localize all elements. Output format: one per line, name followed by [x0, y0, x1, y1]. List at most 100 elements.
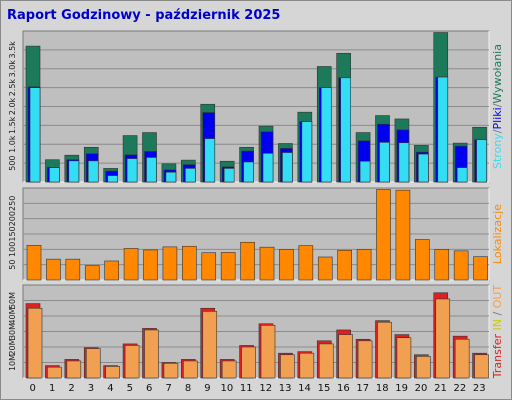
- bar-lokalizacje: [356, 249, 372, 281]
- bar-lokalizacje: [240, 241, 255, 281]
- y-tick-label: 3.0k: [8, 60, 17, 78]
- chart-title: Raport Godzinowy - październik 2025: [7, 8, 280, 23]
- x-tick-label: 21: [434, 383, 447, 394]
- y-axis-label: Lokalizacje: [491, 204, 504, 264]
- bar-strony: [146, 157, 157, 183]
- y-axis-label-part: OUT: [491, 285, 504, 309]
- bar-lokalizacje: [434, 249, 450, 281]
- y-axis-label: Transfer IN / OUT: [491, 285, 504, 380]
- bar-lokalizacje: [259, 246, 275, 281]
- bar-strony: [68, 160, 80, 183]
- y-tick-label: 500: [8, 155, 17, 170]
- bar-strony: [282, 152, 293, 183]
- bar-strony: [49, 167, 60, 183]
- x-tick-label: 20: [415, 383, 428, 394]
- bar-lokalizacje: [26, 245, 42, 281]
- bar-strony: [437, 76, 449, 183]
- bar-strony: [418, 153, 429, 183]
- y-axis-label-part: IN: [491, 319, 504, 330]
- x-tick-label: 0: [30, 383, 36, 394]
- bar-lokalizacje: [453, 250, 469, 281]
- bar-strony: [107, 175, 118, 183]
- bar-out: [183, 360, 198, 379]
- y-tick-label: 250: [8, 196, 17, 211]
- y-tick-label: 40M: [8, 307, 17, 324]
- bar-out: [299, 352, 315, 379]
- bar-out: [47, 366, 62, 379]
- bar-out: [377, 321, 392, 379]
- bar-out: [454, 338, 470, 379]
- bar-out: [144, 329, 159, 379]
- bar-out: [260, 324, 276, 379]
- bar-strony: [340, 77, 351, 183]
- y-axis-label-part: /: [491, 129, 504, 133]
- bar-lokalizacje: [395, 189, 411, 281]
- y-axis-label-part: Lokalizacje: [491, 204, 504, 264]
- y-axis-label-part: Transfer: [491, 333, 504, 379]
- bar-strony: [87, 160, 99, 183]
- bar-lokalizacje: [220, 252, 236, 281]
- x-tick-label: 23: [473, 383, 486, 394]
- x-tick-label: 12: [259, 383, 272, 394]
- bar-lokalizacje: [473, 256, 488, 281]
- y-tick-label: 50M: [8, 292, 17, 309]
- bar-out: [66, 360, 82, 379]
- bar-strony: [29, 87, 41, 183]
- bar-strony: [126, 158, 138, 183]
- bar-lokalizacje: [123, 248, 139, 281]
- bar-strony: [359, 160, 371, 183]
- bar-lokalizacje: [317, 256, 333, 281]
- bar-strony: [398, 142, 410, 183]
- y-tick-label: 10M: [8, 354, 17, 371]
- y-axis-label-part: Strony: [491, 133, 504, 169]
- y-axis-label-part: Wywołania: [491, 44, 504, 104]
- bar-lokalizacje: [65, 258, 81, 281]
- bar-out: [241, 346, 256, 379]
- bar-lokalizacje: [298, 245, 314, 281]
- bar-strony: [301, 121, 313, 183]
- bar-lokalizacje: [182, 245, 197, 281]
- y-tick-label: 100: [8, 242, 17, 257]
- x-tick-label: 6: [146, 383, 152, 394]
- x-tick-label: 11: [240, 383, 253, 394]
- bar-out: [357, 340, 373, 379]
- bar-strony: [165, 171, 177, 183]
- x-tick-label: 2: [68, 383, 74, 394]
- y-tick-label: 50: [8, 260, 17, 270]
- bar-out: [221, 360, 237, 379]
- x-tick-label: 15: [318, 383, 331, 394]
- bar-out: [416, 355, 431, 379]
- x-tick-label: 10: [221, 383, 234, 394]
- bar-out: [85, 348, 101, 379]
- bar-out: [338, 334, 353, 379]
- bar-lokalizacje: [143, 249, 158, 281]
- bar-strony: [243, 161, 254, 183]
- bar-strony: [185, 168, 196, 183]
- x-tick-label: 1: [49, 383, 55, 394]
- x-tick-label: 13: [279, 383, 292, 394]
- y-tick-label: 150: [8, 226, 17, 241]
- chart-panel-1: 5001.0k1.5k2.0k2.5k3.0k3.5kStrony/Pliki/…: [8, 30, 504, 183]
- x-tick-label: 18: [376, 383, 389, 394]
- y-tick-label: 2.5k: [8, 79, 17, 97]
- bar-out: [202, 311, 218, 379]
- y-axis-label-part: /: [491, 311, 504, 315]
- bar-lokalizacje: [201, 252, 217, 281]
- y-axis-label-part: Pliki: [491, 107, 504, 129]
- bar-out: [163, 362, 179, 379]
- y-tick-label: 1.0k: [8, 135, 17, 153]
- bar-lokalizacje: [415, 239, 430, 281]
- x-tick-label: 17: [356, 383, 369, 394]
- x-tick-label: 16: [337, 383, 350, 394]
- bar-strony: [320, 87, 332, 183]
- x-tick-label: 8: [185, 383, 191, 394]
- bar-strony: [204, 138, 216, 183]
- bar-lokalizacje: [46, 258, 61, 281]
- x-tick-label: 5: [127, 383, 133, 394]
- bar-strony: [379, 142, 390, 183]
- x-tick-label: 22: [454, 383, 467, 394]
